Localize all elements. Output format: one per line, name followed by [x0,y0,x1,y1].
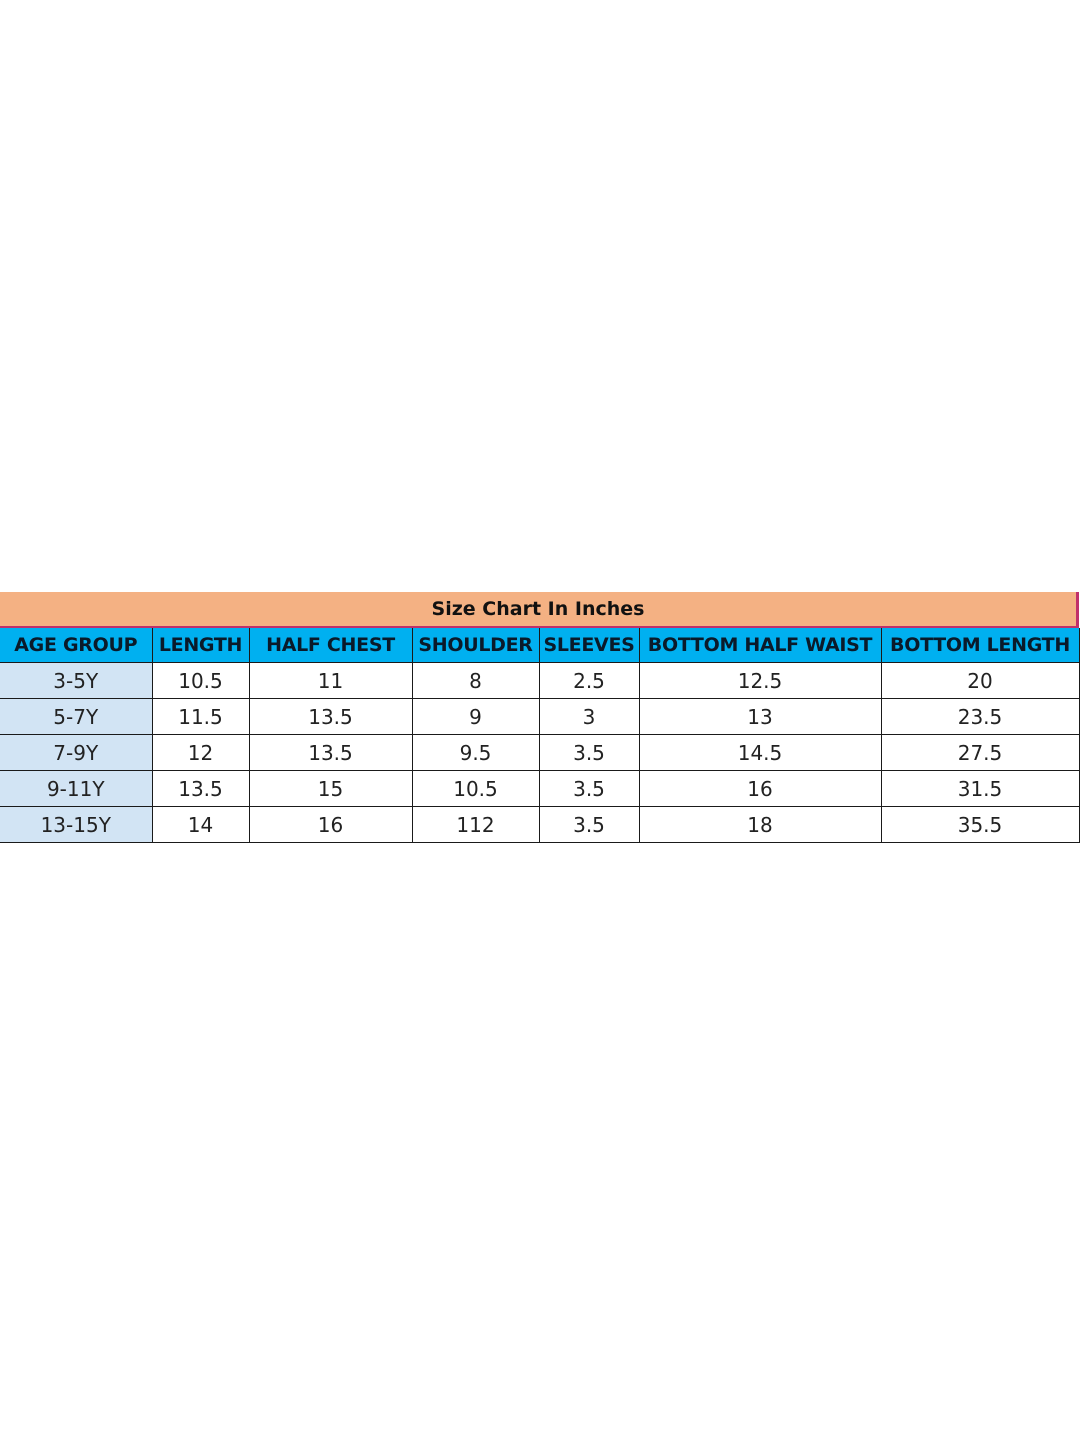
column-header-half-chest: HALF CHEST [248,628,413,663]
cell-shoulder: 112 [411,806,540,843]
cell-shoulder: 10.5 [411,770,540,807]
cell-bottom-half-waist: 12.5 [638,662,882,699]
table-row: 13-15Y 14 16 112 3.5 18 35.5 [0,806,1080,843]
table-row: 3-5Y 10.5 11 8 2.5 12.5 20 [0,662,1080,699]
cell-bottom-length: 23.5 [880,698,1080,735]
cell-bottom-half-waist: 13 [638,698,882,735]
cell-length: 14 [151,806,250,843]
cell-age-group: 5-7Y [0,698,153,735]
cell-half-chest: 16 [248,806,413,843]
cell-sleeves: 3 [538,698,640,735]
cell-bottom-length: 31.5 [880,770,1080,807]
column-header-length: LENGTH [151,628,250,663]
cell-shoulder: 8 [411,662,540,699]
cell-length: 10.5 [151,662,250,699]
cell-bottom-length: 27.5 [880,734,1080,771]
cell-bottom-half-waist: 16 [638,770,882,807]
header-row: AGE GROUP LENGTH HALF CHEST SHOULDER SLEEVES… [0,628,1080,663]
table-row: 9-11Y 13.5 15 10.5 3.5 16 31.5 [0,770,1080,807]
cell-sleeves: 2.5 [538,662,640,699]
cell-shoulder: 9.5 [411,734,540,771]
cell-age-group: 3-5Y [0,662,153,699]
cell-sleeves: 3.5 [538,806,640,843]
cell-sleeves: 3.5 [538,770,640,807]
column-header-bottom-length: BOTTOM LENGTH [880,628,1080,663]
cell-shoulder: 9 [411,698,540,735]
cell-half-chest: 13.5 [248,698,413,735]
cell-length: 13.5 [151,770,250,807]
size-chart-title: Size Chart In Inches [0,592,1079,628]
cell-bottom-half-waist: 18 [638,806,882,843]
column-header-bottom-half-waist: BOTTOM HALF WAIST [638,628,882,663]
cell-age-group: 9-11Y [0,770,153,807]
cell-bottom-half-waist: 14.5 [638,734,882,771]
cell-length: 12 [151,734,250,771]
size-table: AGE GROUP LENGTH HALF CHEST SHOULDER SLEEVES… [0,628,1080,843]
table-row: 7-9Y 12 13.5 9.5 3.5 14.5 27.5 [0,734,1080,771]
column-header-age-group: AGE GROUP [0,628,153,663]
column-header-sleeves: SLEEVES [538,628,640,663]
cell-bottom-length: 35.5 [880,806,1080,843]
cell-bottom-length: 20 [880,662,1080,699]
cell-length: 11.5 [151,698,250,735]
size-chart: Size Chart In Inches AGE GROUP LENGTH HALF… [0,592,1080,847]
cell-half-chest: 13.5 [248,734,413,771]
column-header-shoulder: SHOULDER [411,628,540,663]
cell-half-chest: 11 [248,662,413,699]
cell-age-group: 13-15Y [0,806,153,843]
cell-age-group: 7-9Y [0,734,153,771]
cell-sleeves: 3.5 [538,734,640,771]
table-row: 5-7Y 11.5 13.5 9 3 13 23.5 [0,698,1080,735]
cell-half-chest: 15 [248,770,413,807]
